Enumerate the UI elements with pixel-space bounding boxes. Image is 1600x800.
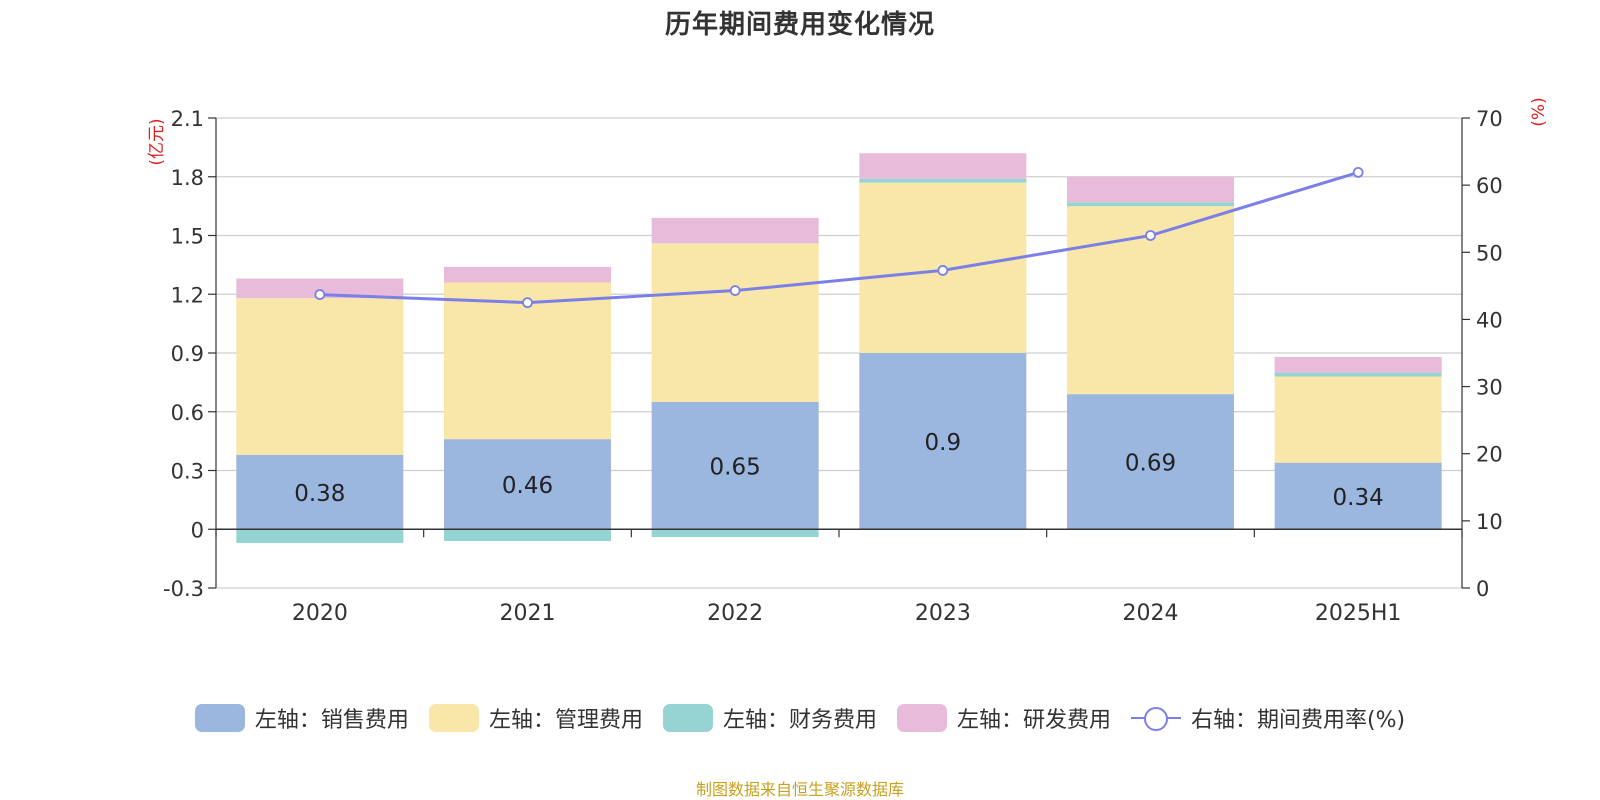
bar-segment: [859, 153, 1027, 179]
legend-swatch-admin: [428, 704, 479, 732]
bar-value-label: 0.38: [294, 481, 345, 507]
rate-point: [937, 265, 949, 276]
left-axis-tick-label: 1.5: [171, 225, 204, 249]
bar-segment: [444, 266, 611, 283]
legend-label-sales: 左轴：销售费用: [254, 708, 409, 733]
bar-value-label: 0.65: [710, 455, 761, 481]
legend-label-admin: 左轴：管理费用: [488, 708, 643, 733]
bar-segment: [236, 454, 404, 530]
rate-line: [319, 170, 1359, 305]
bar-segment: [1067, 394, 1234, 530]
rate-point: [522, 297, 533, 309]
left-axis-tick-label: 0: [191, 518, 204, 542]
bar-segment: [1067, 202, 1234, 207]
legend-label-rnd: 左轴：研发费用: [956, 708, 1111, 733]
bar-segment: [1274, 356, 1442, 373]
bar-value-label: 0.34: [1333, 485, 1384, 511]
bar-segment: [444, 282, 611, 440]
bar-segment: [1274, 372, 1442, 377]
bar-value-label: 0.46: [502, 473, 553, 499]
right-axis-tick-label: 0: [1476, 577, 1489, 601]
legend-item-admin[interactable]: 左轴：管理费用: [428, 702, 643, 734]
bar-value-label: 0.9: [925, 430, 962, 456]
right-axis-tick-label: 70: [1476, 107, 1503, 131]
rate-point: [1352, 166, 1364, 178]
legend-swatch-rate: [1130, 704, 1181, 732]
left-axis-unit: (亿元): [147, 118, 167, 165]
bar-segment: [859, 178, 1027, 183]
legend-label-finance: 左轴：财务费用: [722, 708, 877, 733]
x-axis-category-label: 2023: [915, 601, 971, 626]
x-axis-category-label: 2020: [292, 601, 348, 626]
bar-segment: [651, 243, 819, 402]
bar-segment: [651, 217, 819, 244]
data-source-note: 制图数据来自恒生聚源数据库: [695, 780, 904, 799]
right-axis-tick-label: 60: [1476, 174, 1503, 198]
left-axis-tick-label: 2.1: [171, 107, 204, 131]
right-axis-tick-label: 10: [1476, 510, 1503, 534]
bar-segment: [236, 298, 404, 455]
bar-segment: [1274, 462, 1442, 530]
left-axis-tick-label: 0.9: [171, 342, 204, 366]
legend-swatch-finance: [662, 704, 713, 732]
bar-segment: [651, 401, 819, 530]
bar-segment: [444, 529, 611, 541]
chart-title: 历年期间费用变化情况: [664, 10, 935, 40]
right-axis-tick-label: 20: [1476, 443, 1503, 467]
legend-item-finance[interactable]: 左轴：财务费用: [662, 702, 877, 734]
left-axis-tick-label: 0.6: [171, 401, 204, 425]
x-axis-category-label: 2025H1: [1315, 601, 1402, 626]
rate-point: [729, 285, 741, 296]
axes: -0.3 0 0.3 0.6 0.9 1.2 1.5 1.8 2.1 0 10 20 30 40 50 60 7…: [147, 97, 1549, 626]
x-axis-category-label: 2022: [707, 601, 763, 626]
legend-item-rnd[interactable]: 左轴：研发费用: [896, 702, 1111, 734]
right-axis-tick-label: 30: [1476, 376, 1503, 400]
right-axis-tick-label: 50: [1476, 241, 1503, 265]
legend: 左轴：销售费用 左轴：管理费用 左轴：财务费用 左轴：研发费用 右轴：期间费用率…: [0, 702, 1600, 734]
legend-swatch-sales: [194, 704, 245, 732]
left-axis-tick-label: 1.2: [171, 283, 204, 307]
rate-point: [1145, 230, 1156, 241]
bar-segment: [444, 439, 611, 530]
bar-segment: [651, 529, 819, 538]
data-labels: 0.38 0.46 0.65 0.9 0.69 0.34: [294, 430, 1384, 511]
rate-point: [314, 289, 326, 300]
bar-segment: [859, 353, 1027, 530]
bar-segment: [236, 529, 404, 543]
legend-label-rate: 右轴：期间费用率(%): [1190, 708, 1406, 733]
legend-item-sales[interactable]: 左轴：销售费用: [194, 702, 409, 734]
right-axis-unit: (%): [1529, 97, 1549, 126]
legend-item-rate[interactable]: 右轴：期间费用率(%): [1130, 702, 1406, 734]
bar-group: [236, 153, 1442, 543]
chart-canvas: -0.3 0 0.3 0.6 0.9 1.2 1.5 1.8 2.1 0 10 20 30 40 50 60 7…: [147, 97, 1549, 626]
x-axis-category-label: 2021: [500, 601, 556, 626]
left-axis-tick-label: 1.8: [171, 166, 204, 190]
left-axis-tick-label: -0.3: [163, 577, 204, 601]
bar-segment: [1274, 376, 1442, 463]
rate-line-group: [314, 166, 1364, 309]
x-axis-category-label: 2024: [1123, 601, 1179, 626]
bar-segment: [236, 278, 404, 299]
bar-segment: [1067, 176, 1234, 203]
legend-swatch-rnd: [896, 704, 947, 732]
right-axis-tick-label: 40: [1476, 308, 1503, 332]
bar-value-label: 0.69: [1125, 451, 1176, 477]
left-axis-tick-label: 0.3: [171, 460, 204, 484]
